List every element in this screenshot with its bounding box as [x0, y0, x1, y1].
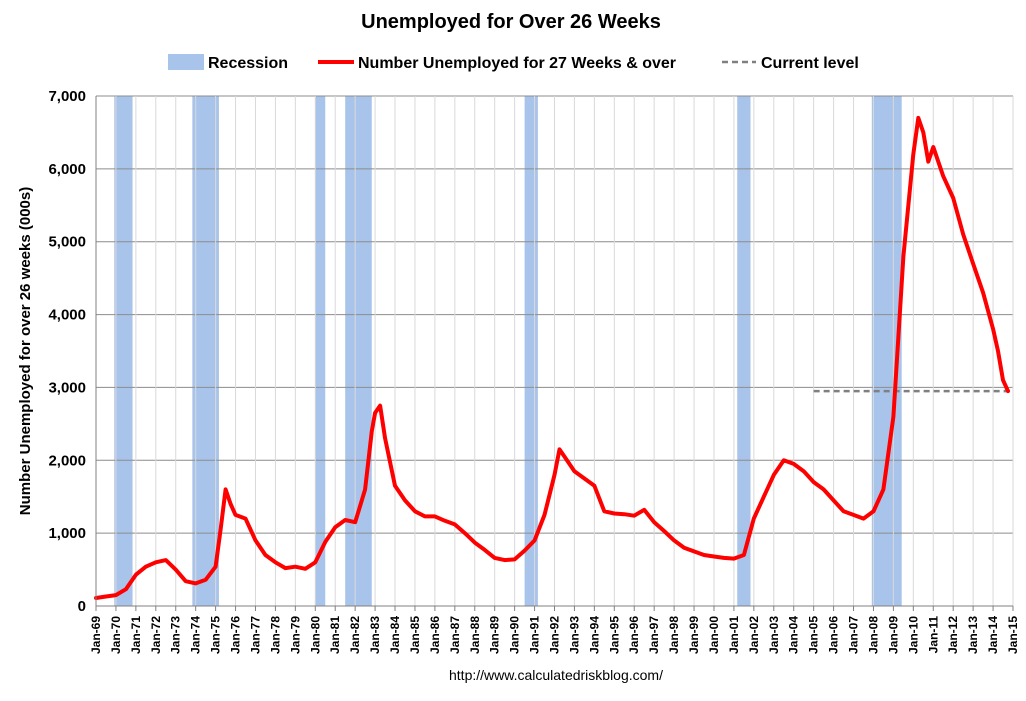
chart-title: Unemployed for Over 26 Weeks [361, 11, 661, 33]
recession-band-0 [114, 96, 133, 606]
x-tick-label: Jan-81 [328, 616, 342, 654]
x-tick-label: Jan-09 [886, 616, 900, 654]
recession-band-4 [524, 96, 538, 606]
x-tick-label: Jan-98 [667, 616, 681, 654]
y-tick-label: 6,000 [48, 161, 86, 178]
x-tick-label: Jan-01 [727, 616, 741, 654]
x-tick-label: Jan-87 [448, 616, 462, 654]
x-tick-label: Jan-14 [986, 616, 1000, 654]
x-tick-label: Jan-11 [926, 616, 940, 654]
x-tick-label: Jan-74 [189, 616, 203, 654]
x-tick-label: Jan-15 [1006, 616, 1020, 654]
x-tick-label: Jan-99 [687, 616, 701, 654]
legend-label-recession: Recession [208, 55, 288, 72]
x-tick-label: Jan-91 [528, 616, 542, 654]
x-tick-label: Jan-80 [308, 616, 322, 654]
y-tick-label: 1,000 [48, 525, 86, 542]
x-tick-label: Jan-00 [707, 616, 721, 654]
x-tick-label: Jan-79 [288, 616, 302, 654]
y-tick-label: 3,000 [48, 379, 86, 396]
y-tick-label: 7,000 [48, 88, 86, 105]
x-tick-label: Jan-95 [607, 616, 621, 654]
recession-band-1 [192, 96, 219, 606]
x-tick-label: Jan-07 [847, 616, 861, 654]
x-tick-label: Jan-93 [567, 616, 581, 654]
x-tick-label: Jan-90 [508, 616, 522, 654]
x-tick-label: Jan-10 [906, 616, 920, 654]
x-tick-label: Jan-86 [428, 616, 442, 654]
x-tick-label: Jan-70 [109, 616, 123, 654]
x-tick-label: Jan-02 [747, 616, 761, 654]
x-tick-label: Jan-94 [587, 616, 601, 654]
recession-band-2 [315, 96, 326, 606]
legend-label-series: Number Unemployed for 27 Weeks & over [358, 55, 676, 72]
x-tick-label: Jan-76 [229, 616, 243, 654]
x-tick-label: Jan-05 [807, 616, 821, 654]
legend-label-current-level: Current level [761, 55, 859, 72]
y-axis-tick-labels: 0 1,000 2,000 3,000 4,000 5,000 6,000 7,000 [48, 88, 86, 615]
x-tick-label: Jan-97 [647, 616, 661, 654]
x-tick-label: Jan-82 [348, 616, 362, 654]
x-tick-label: Jan-88 [468, 616, 482, 654]
x-tick-label: Jan-69 [89, 616, 103, 654]
y-axis-title: Number Unemployed for over 26 weeks (000… [17, 187, 34, 515]
recession-bands [114, 96, 902, 606]
y-tick-label: 2,000 [48, 452, 86, 469]
x-tick-label: Jan-06 [827, 616, 841, 654]
x-tick-label: Jan-08 [866, 616, 880, 654]
x-tick-label: Jan-83 [368, 616, 382, 654]
series-layer [94, 115, 1013, 600]
x-tick-label: Jan-84 [388, 616, 402, 654]
vertical-gridlines [95, 96, 1014, 606]
recession-band-5 [737, 96, 751, 606]
source-url: http://www.calculatedriskblog.com/ [449, 667, 663, 683]
recession-band-3 [345, 96, 372, 606]
x-tick-label: Jan-73 [169, 616, 183, 654]
x-tick-label: Jan-13 [966, 616, 980, 654]
x-tick-label: Jan-77 [248, 616, 262, 654]
x-tick-label: Jan-75 [209, 616, 223, 654]
x-tick-label: Jan-03 [767, 616, 781, 654]
y-tick-label: 4,000 [48, 307, 86, 324]
legend-swatch-recession [168, 54, 204, 70]
x-tick-label: Jan-12 [946, 616, 960, 654]
x-tick-label: Jan-92 [548, 616, 562, 654]
chart-legend: Recession Number Unemployed for 27 Weeks… [168, 54, 859, 72]
x-tick-label: Jan-89 [488, 616, 502, 654]
x-tick-label: Jan-85 [408, 616, 422, 654]
series-line-0 [94, 115, 1010, 600]
x-tick-label: Jan-96 [627, 616, 641, 654]
x-tick-label: Jan-04 [787, 616, 801, 654]
x-tick-label: Jan-72 [149, 616, 163, 654]
x-tick-label: Jan-71 [129, 616, 143, 654]
y-tick-label: 5,000 [48, 234, 86, 251]
y-tick-label: 0 [78, 598, 86, 615]
x-tick-label: Jan-78 [268, 616, 282, 654]
x-axis-tick-labels: Jan-69 Jan-70 Jan-71 Jan-72 Jan-73 Jan-74 Jan-… [89, 606, 1020, 654]
